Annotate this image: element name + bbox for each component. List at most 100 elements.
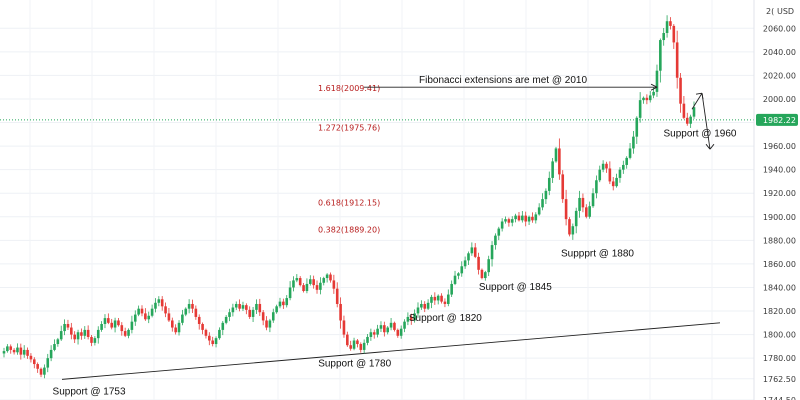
candle-body: [655, 70, 659, 92]
candle-body: [187, 303, 191, 309]
candle-body: [642, 97, 645, 101]
candle-body: [558, 148, 561, 175]
projection-up-arrow: [691, 92, 704, 110]
candle-body: [211, 340, 214, 345]
annotations: Support @ 1753 Support @ 1780 Support @ 18…: [53, 75, 737, 397]
y-tick-label: 1840.00: [763, 283, 796, 292]
candle-body: [396, 329, 400, 336]
candle-body: [96, 329, 100, 339]
candle-body: [487, 259, 490, 273]
candle-body: [204, 329, 208, 336]
candle-body: [379, 325, 383, 329]
candle-body: [271, 312, 275, 321]
candle-body: [164, 306, 167, 314]
candle-body: [46, 358, 50, 368]
candle-body: [430, 296, 433, 303]
candle-body: [366, 336, 369, 343]
candle-body: [477, 256, 480, 270]
candle-body: [494, 235, 497, 246]
candle-body: [295, 278, 299, 281]
candle-body: [547, 177, 551, 191]
candle-body: [113, 320, 117, 328]
candle-body: [544, 190, 548, 200]
candle-body: [450, 283, 453, 295]
candle-body: [608, 168, 612, 182]
candle-body: [288, 287, 292, 299]
y-tick-label: 1960.00: [763, 142, 796, 151]
candle-body: [231, 307, 235, 313]
candle-body: [298, 278, 302, 286]
candle-body: [376, 328, 379, 335]
candle-body: [268, 320, 272, 328]
y-tick-label: 1820.00: [763, 307, 796, 316]
candle-body: [140, 308, 144, 314]
y-tick-label: 1762.50: [763, 375, 796, 384]
candle-body: [224, 316, 228, 323]
candle-body: [473, 247, 477, 257]
support-annotation: Support @ 1820: [409, 313, 482, 324]
candle-body: [9, 346, 13, 350]
candle-body: [645, 97, 649, 101]
candle-body: [184, 308, 188, 315]
candle-body: [615, 177, 618, 187]
support-annotation: Support @ 1960: [664, 129, 737, 140]
candle-body: [554, 148, 558, 162]
candle-body: [83, 329, 87, 336]
candle-body: [19, 347, 23, 355]
candle-body: [191, 303, 194, 309]
fib-level-label: 1.272(1975.76): [318, 124, 380, 133]
candle-body: [584, 207, 588, 217]
candle-body: [460, 266, 464, 274]
currency-label: USD: [777, 7, 794, 16]
candle-body: [685, 117, 689, 124]
fibonacci-levels: 1.618(2009.41) 1.272(1975.76) 0.618(1912.1…: [318, 84, 380, 235]
candle-body: [426, 302, 430, 309]
candle-body: [601, 163, 605, 170]
candle-body: [305, 283, 309, 292]
candle-body: [436, 295, 440, 301]
candle-body: [504, 219, 507, 222]
candle-body: [349, 345, 352, 349]
candle-body: [561, 174, 565, 200]
candle-body: [399, 328, 403, 336]
candle-body: [682, 103, 686, 118]
candle-body: [86, 329, 90, 337]
candle-body: [39, 368, 43, 375]
fib-level-label: 0.618(1912.15): [318, 198, 380, 207]
candle-body: [322, 278, 326, 283]
candle-body: [591, 193, 595, 207]
candle-body: [689, 116, 692, 124]
candle-body: [160, 299, 164, 307]
candle-body: [403, 321, 406, 329]
candle-body: [221, 322, 225, 330]
price-axis[interactable]: 1744.50 1762.50 1780.00 1800.00 1820.00 1840.…: [753, 0, 800, 400]
candle-body: [265, 320, 268, 328]
candle-body: [443, 301, 447, 304]
candle-body: [339, 303, 342, 321]
candle-body: [251, 309, 255, 317]
candle-body: [127, 329, 130, 336]
candle-body: [70, 327, 73, 335]
candle-body: [517, 215, 521, 221]
y-tick-label: 2000.00: [763, 95, 796, 104]
candle-body: [66, 324, 70, 328]
y-tick-label: 1800.00: [763, 331, 796, 340]
candle-body: [359, 344, 363, 350]
support-annotation: Support @ 1845: [479, 282, 552, 293]
candle-body: [53, 344, 56, 350]
candle-body: [258, 303, 262, 313]
candle-body: [406, 316, 410, 322]
candle-body: [618, 169, 622, 178]
candle-body: [107, 318, 110, 323]
candle-body: [90, 336, 93, 343]
candle-body: [564, 199, 568, 220]
candle-body: [80, 332, 83, 336]
candle-body: [669, 21, 672, 26]
candle-body: [32, 359, 36, 365]
candle-body: [130, 321, 134, 330]
candle-body: [484, 272, 487, 279]
fibonacci-arrow-head: [650, 83, 658, 91]
candle-body: [218, 329, 221, 339]
